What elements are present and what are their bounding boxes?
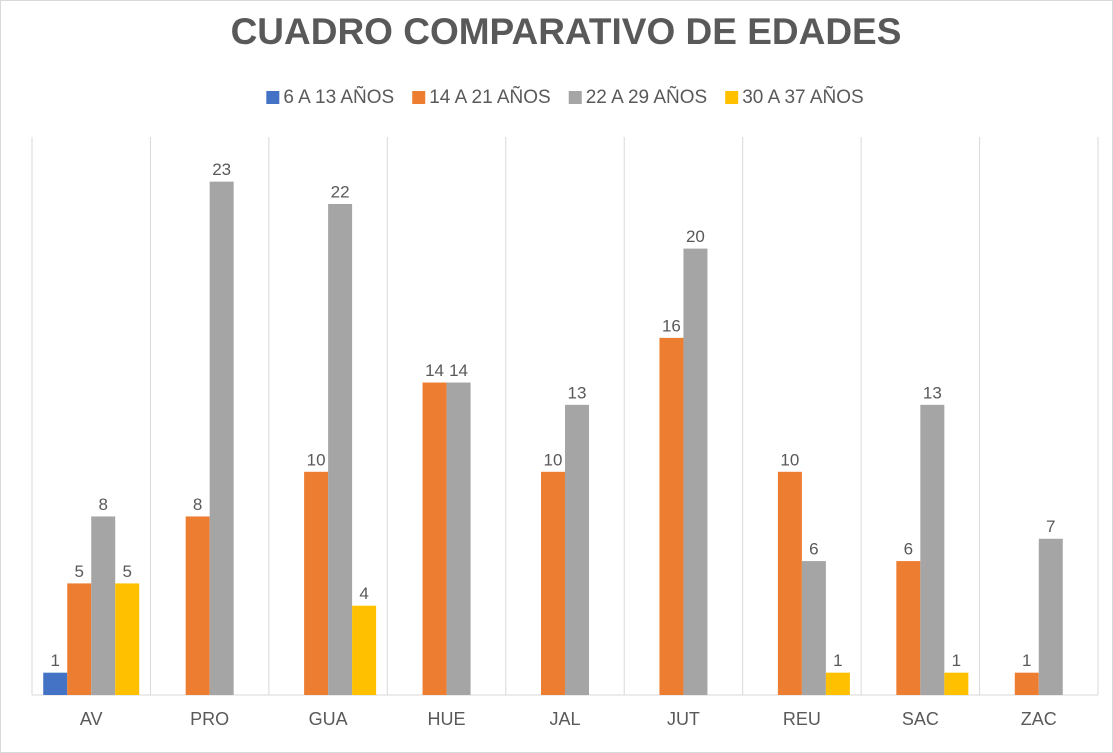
data-label: 22	[331, 182, 350, 201]
data-label: 20	[686, 227, 705, 246]
data-label: 13	[923, 383, 942, 402]
legend-swatch	[266, 91, 280, 104]
data-label: 6	[904, 540, 913, 559]
data-label: 10	[544, 450, 563, 469]
bar	[115, 583, 140, 695]
bar	[1038, 538, 1063, 695]
x-tick-label: ZAC	[1021, 709, 1057, 729]
bar	[328, 203, 353, 695]
data-label: 1	[1022, 651, 1031, 670]
x-tick-label: SAC	[902, 709, 939, 729]
data-label: 7	[1046, 517, 1055, 536]
x-tick-label: JAL	[549, 709, 580, 729]
bar	[185, 516, 210, 695]
data-label: 4	[359, 584, 368, 603]
x-tick-label: PRO	[190, 709, 229, 729]
bar	[67, 583, 92, 695]
bar	[565, 404, 589, 695]
legend-label: 30 A 37 AÑOS	[742, 86, 863, 108]
legend-swatch	[568, 91, 582, 104]
data-label: 8	[98, 495, 107, 514]
x-tick-label: GUA	[309, 709, 348, 729]
data-label: 1	[50, 651, 59, 670]
data-label: 1	[833, 651, 842, 670]
data-label: 23	[212, 160, 231, 179]
bar	[1014, 672, 1039, 695]
bar	[683, 248, 708, 695]
legend-swatch	[725, 91, 739, 104]
bar	[920, 404, 945, 695]
data-label: 10	[780, 450, 799, 469]
data-label: 8	[193, 495, 202, 514]
x-tick-label: HUE	[428, 709, 466, 729]
bar	[43, 672, 68, 695]
bar	[777, 471, 802, 695]
bar	[91, 516, 116, 695]
data-label: 5	[74, 562, 83, 581]
bar	[801, 561, 826, 695]
data-label: 13	[568, 383, 587, 402]
bar	[352, 605, 377, 695]
data-label: 16	[662, 316, 681, 335]
bar	[446, 382, 471, 695]
x-tick-label: AV	[80, 709, 103, 729]
legend-swatch	[412, 91, 426, 104]
bar	[825, 672, 850, 695]
bar	[896, 561, 921, 695]
legend-label: 22 A 29 AÑOS	[586, 86, 707, 108]
legend-label: 14 A 21 AÑOS	[429, 86, 550, 108]
legend-label: 6 A 13 AÑOS	[283, 86, 394, 108]
data-label: 10	[307, 450, 326, 469]
x-tick-label: JUT	[667, 709, 700, 729]
bar	[209, 181, 234, 695]
data-label: 1	[952, 651, 961, 670]
bar	[659, 337, 684, 695]
data-label: 5	[122, 562, 131, 581]
bar	[304, 471, 329, 695]
x-tick-label: REU	[783, 709, 821, 729]
chart-title: CUADRO COMPARATIVO DE EDADES	[231, 11, 902, 52]
data-label: 14	[449, 361, 468, 380]
data-label: 14	[425, 361, 444, 380]
bar	[944, 672, 969, 695]
bar	[422, 382, 447, 695]
bar	[541, 471, 565, 695]
data-label: 6	[809, 540, 818, 559]
